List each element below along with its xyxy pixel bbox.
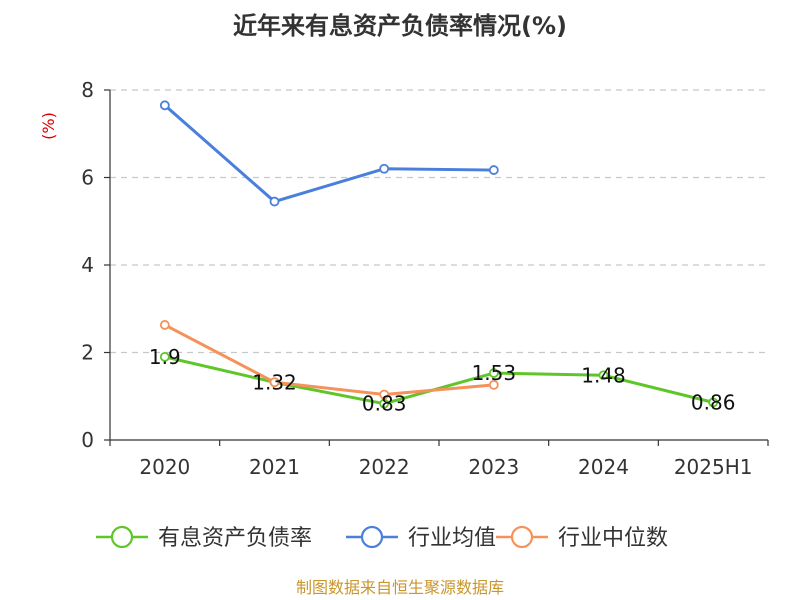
legend-label: 有息资产负债率	[158, 526, 312, 551]
data-label: 0.86	[691, 390, 736, 414]
data-point	[379, 163, 390, 174]
x-tick-label: 2022	[359, 455, 410, 479]
series-0	[159, 351, 719, 409]
data-point	[269, 196, 280, 207]
grid	[110, 89, 768, 354]
data-point	[379, 398, 390, 409]
legend-marker	[110, 525, 134, 549]
data-source: 制图数据来自恒生聚源数据库	[296, 578, 504, 597]
series-line	[164, 355, 714, 406]
legend-label: 行业均值	[408, 526, 496, 551]
legend-marker	[360, 525, 384, 549]
series-1	[159, 100, 499, 207]
chart-title: 近年来有息资产负债率情况(%)	[233, 12, 567, 40]
legend-marker	[510, 525, 534, 549]
legend-item-0[interactable]: 有息资产负债率	[96, 525, 312, 551]
series-2	[159, 320, 499, 400]
x-tick-label: 2025H1	[674, 455, 753, 479]
y-tick-label: 6	[81, 166, 94, 190]
data-labels: 1.9 1.32 0.83 1.53 1.48 0.86	[149, 345, 736, 416]
axes: 0 2 4 6 8 2020 2021 2022 2023 2024 2025H1	[81, 78, 769, 479]
y-tick-label: 4	[81, 253, 94, 277]
x-tick-label: 2021	[249, 455, 300, 479]
y-tick-label: 0	[81, 428, 94, 452]
legend-label: 行业中位数	[558, 526, 668, 551]
data-point	[159, 100, 170, 111]
x-tick-label: 2024	[578, 455, 629, 479]
data-label: 0.83	[362, 392, 407, 416]
y-tick-label: 8	[81, 78, 94, 102]
data-label: 1.32	[252, 370, 297, 394]
data-point	[488, 368, 499, 378]
data-label: 1.9	[149, 345, 181, 369]
data-label: 1.53	[472, 361, 517, 385]
data-label: 1.48	[581, 363, 626, 387]
data-point	[379, 389, 390, 400]
y-tick-label: 2	[81, 341, 94, 365]
series-line	[164, 323, 494, 396]
x-tick-label: 2020	[139, 455, 190, 479]
data-point	[488, 165, 499, 175]
data-point	[159, 351, 170, 362]
series-line	[163, 104, 494, 204]
data-point	[269, 377, 280, 388]
legend-item-1[interactable]: 行业均值	[346, 525, 496, 551]
x-tick-label: 2023	[468, 455, 519, 479]
data-point	[159, 320, 170, 330]
legend[interactable]: 有息资产负债率 行业均值 行业中位数	[96, 525, 668, 551]
data-point	[488, 379, 499, 390]
legend-item-2[interactable]: 行业中位数	[496, 525, 668, 551]
series-layer: 1.9 1.32 0.83 1.53 1.48 0.86	[149, 100, 736, 416]
data-point	[598, 370, 609, 381]
y-axis-label: (%)	[39, 112, 58, 140]
data-point	[708, 397, 719, 408]
